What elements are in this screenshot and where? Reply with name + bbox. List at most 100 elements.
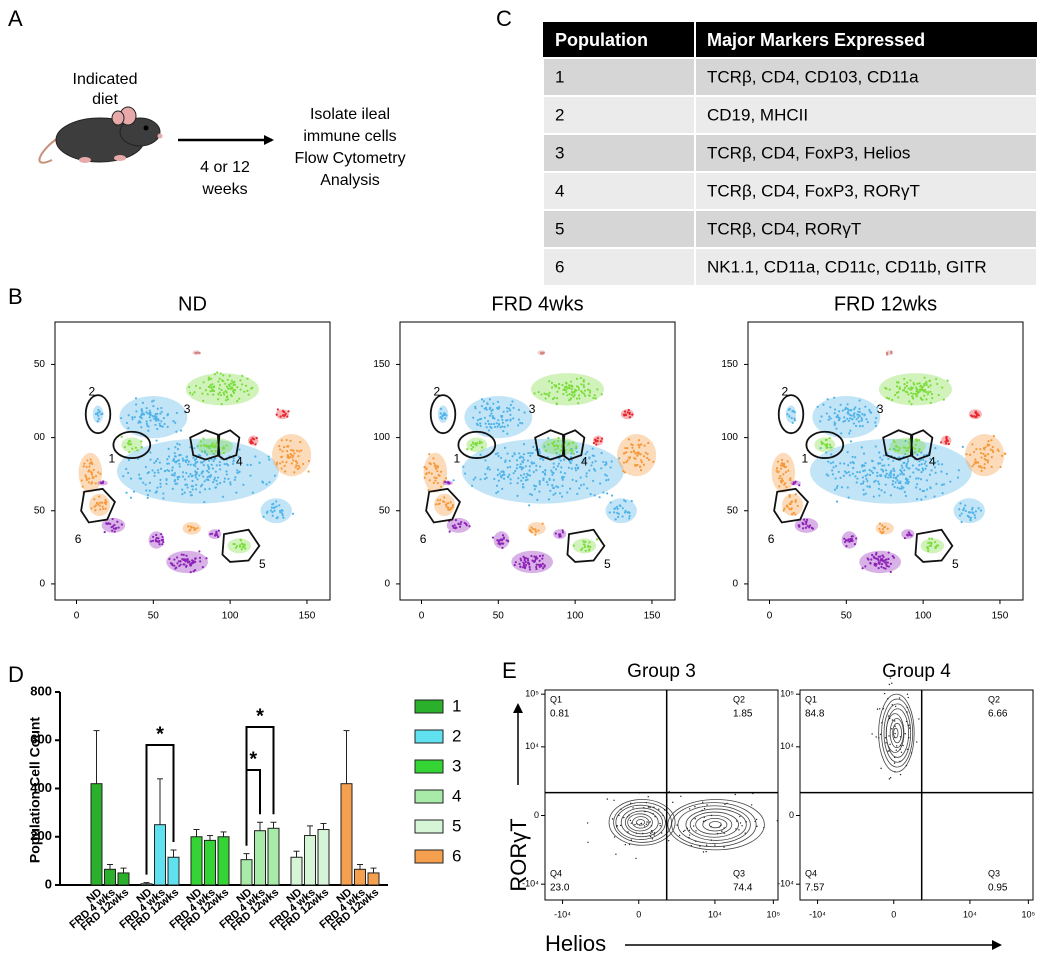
cell-dot bbox=[484, 406, 488, 409]
cell-dot bbox=[156, 427, 159, 431]
cell-dot bbox=[566, 386, 569, 390]
event-dot bbox=[659, 824, 661, 827]
cell-dot bbox=[222, 391, 225, 394]
cell-dot bbox=[969, 516, 972, 519]
cell-dot bbox=[919, 396, 922, 399]
cell-dot bbox=[146, 493, 150, 497]
cell-dot bbox=[517, 424, 520, 427]
cell-dot bbox=[148, 409, 151, 412]
cell-dot bbox=[530, 526, 533, 529]
cell-dot bbox=[506, 424, 509, 427]
cell-dot bbox=[922, 454, 926, 457]
cell-dot bbox=[149, 419, 152, 422]
event-dot bbox=[899, 736, 902, 738]
cell-dot bbox=[436, 499, 439, 502]
cell-dot bbox=[990, 439, 993, 442]
event-dot bbox=[653, 834, 655, 836]
cell-dot bbox=[529, 474, 532, 477]
cell-dot bbox=[547, 498, 551, 501]
cell-dot bbox=[839, 462, 842, 465]
cell-dot bbox=[881, 468, 884, 472]
cell-dot bbox=[877, 561, 880, 565]
diagram-text: Flow Cytometry bbox=[294, 150, 405, 167]
cell-dot bbox=[580, 390, 583, 393]
cell-dot bbox=[551, 484, 554, 487]
cell-dot bbox=[207, 465, 210, 469]
cell-dot bbox=[862, 469, 865, 472]
cell-dot bbox=[214, 486, 217, 489]
cell-dot bbox=[918, 450, 921, 453]
cell-dot bbox=[501, 546, 504, 549]
cell-dot bbox=[977, 414, 980, 417]
cell-dot bbox=[609, 466, 612, 469]
event-dot bbox=[648, 822, 650, 824]
cell-dot bbox=[89, 458, 92, 461]
cell-dot bbox=[639, 465, 642, 468]
y-tick-label: 150 bbox=[373, 359, 390, 370]
cell-dot bbox=[215, 464, 218, 467]
cell-dot bbox=[919, 488, 922, 491]
cell-dot bbox=[199, 461, 203, 464]
cell-dot bbox=[148, 416, 151, 419]
cell-dot bbox=[460, 521, 463, 524]
cell-dot bbox=[902, 486, 905, 489]
cell-dot bbox=[572, 391, 575, 394]
cell-dot bbox=[199, 485, 203, 488]
cell-dot bbox=[630, 499, 633, 503]
cell-dot bbox=[906, 381, 909, 384]
cell-dot bbox=[858, 407, 861, 410]
cell-dot bbox=[906, 458, 910, 461]
cell-dot bbox=[908, 533, 911, 536]
cell-dot bbox=[575, 385, 579, 388]
cell-dot bbox=[157, 471, 160, 474]
cell-dot bbox=[255, 436, 258, 440]
cell-dot bbox=[532, 461, 536, 465]
cell-dot bbox=[862, 480, 865, 483]
cell-dot bbox=[533, 392, 536, 395]
event-dot bbox=[888, 778, 891, 780]
cell-dot bbox=[104, 498, 107, 502]
cell-dot bbox=[254, 455, 257, 458]
cell-dot bbox=[860, 418, 864, 422]
cell-dot bbox=[448, 530, 451, 533]
cell-dot bbox=[522, 555, 525, 558]
cell-dot bbox=[427, 488, 430, 492]
cell-dot bbox=[906, 460, 910, 463]
cell-dot bbox=[270, 506, 274, 509]
cell-dot bbox=[162, 541, 165, 544]
cell-dot bbox=[626, 511, 629, 514]
event-dot bbox=[688, 829, 691, 832]
y-tick-label: 00 bbox=[34, 432, 46, 443]
cell-dot bbox=[790, 416, 793, 420]
cell-dot bbox=[583, 540, 587, 543]
cell-dot bbox=[162, 416, 166, 420]
cell-dot bbox=[167, 447, 170, 450]
cell-dot bbox=[194, 384, 198, 387]
cell-dot bbox=[945, 472, 948, 475]
event-dot bbox=[651, 831, 653, 833]
cell-dot bbox=[173, 564, 176, 567]
cell-dot bbox=[436, 470, 439, 473]
cell-dot bbox=[98, 410, 101, 414]
cell-dot bbox=[974, 516, 977, 519]
cell-dot bbox=[140, 426, 143, 429]
cell-dot bbox=[934, 546, 938, 549]
cell-dot bbox=[526, 562, 530, 565]
event-dot bbox=[894, 725, 896, 727]
bar bbox=[254, 830, 266, 886]
error-bar bbox=[320, 822, 327, 830]
cell-dot bbox=[862, 452, 866, 455]
cell-dot bbox=[176, 442, 179, 445]
cell-dot bbox=[198, 386, 202, 390]
cell-dot bbox=[563, 386, 567, 389]
cell-dot bbox=[832, 466, 835, 469]
cell-dot bbox=[486, 467, 489, 470]
cell-dot bbox=[516, 494, 519, 497]
cell-dot bbox=[537, 563, 540, 566]
cell-dot bbox=[189, 463, 192, 466]
cell-dot bbox=[942, 398, 945, 401]
event-dot bbox=[891, 719, 894, 721]
event-dot bbox=[906, 748, 909, 750]
cell-dot bbox=[1004, 452, 1007, 455]
cell-dot bbox=[634, 457, 637, 460]
